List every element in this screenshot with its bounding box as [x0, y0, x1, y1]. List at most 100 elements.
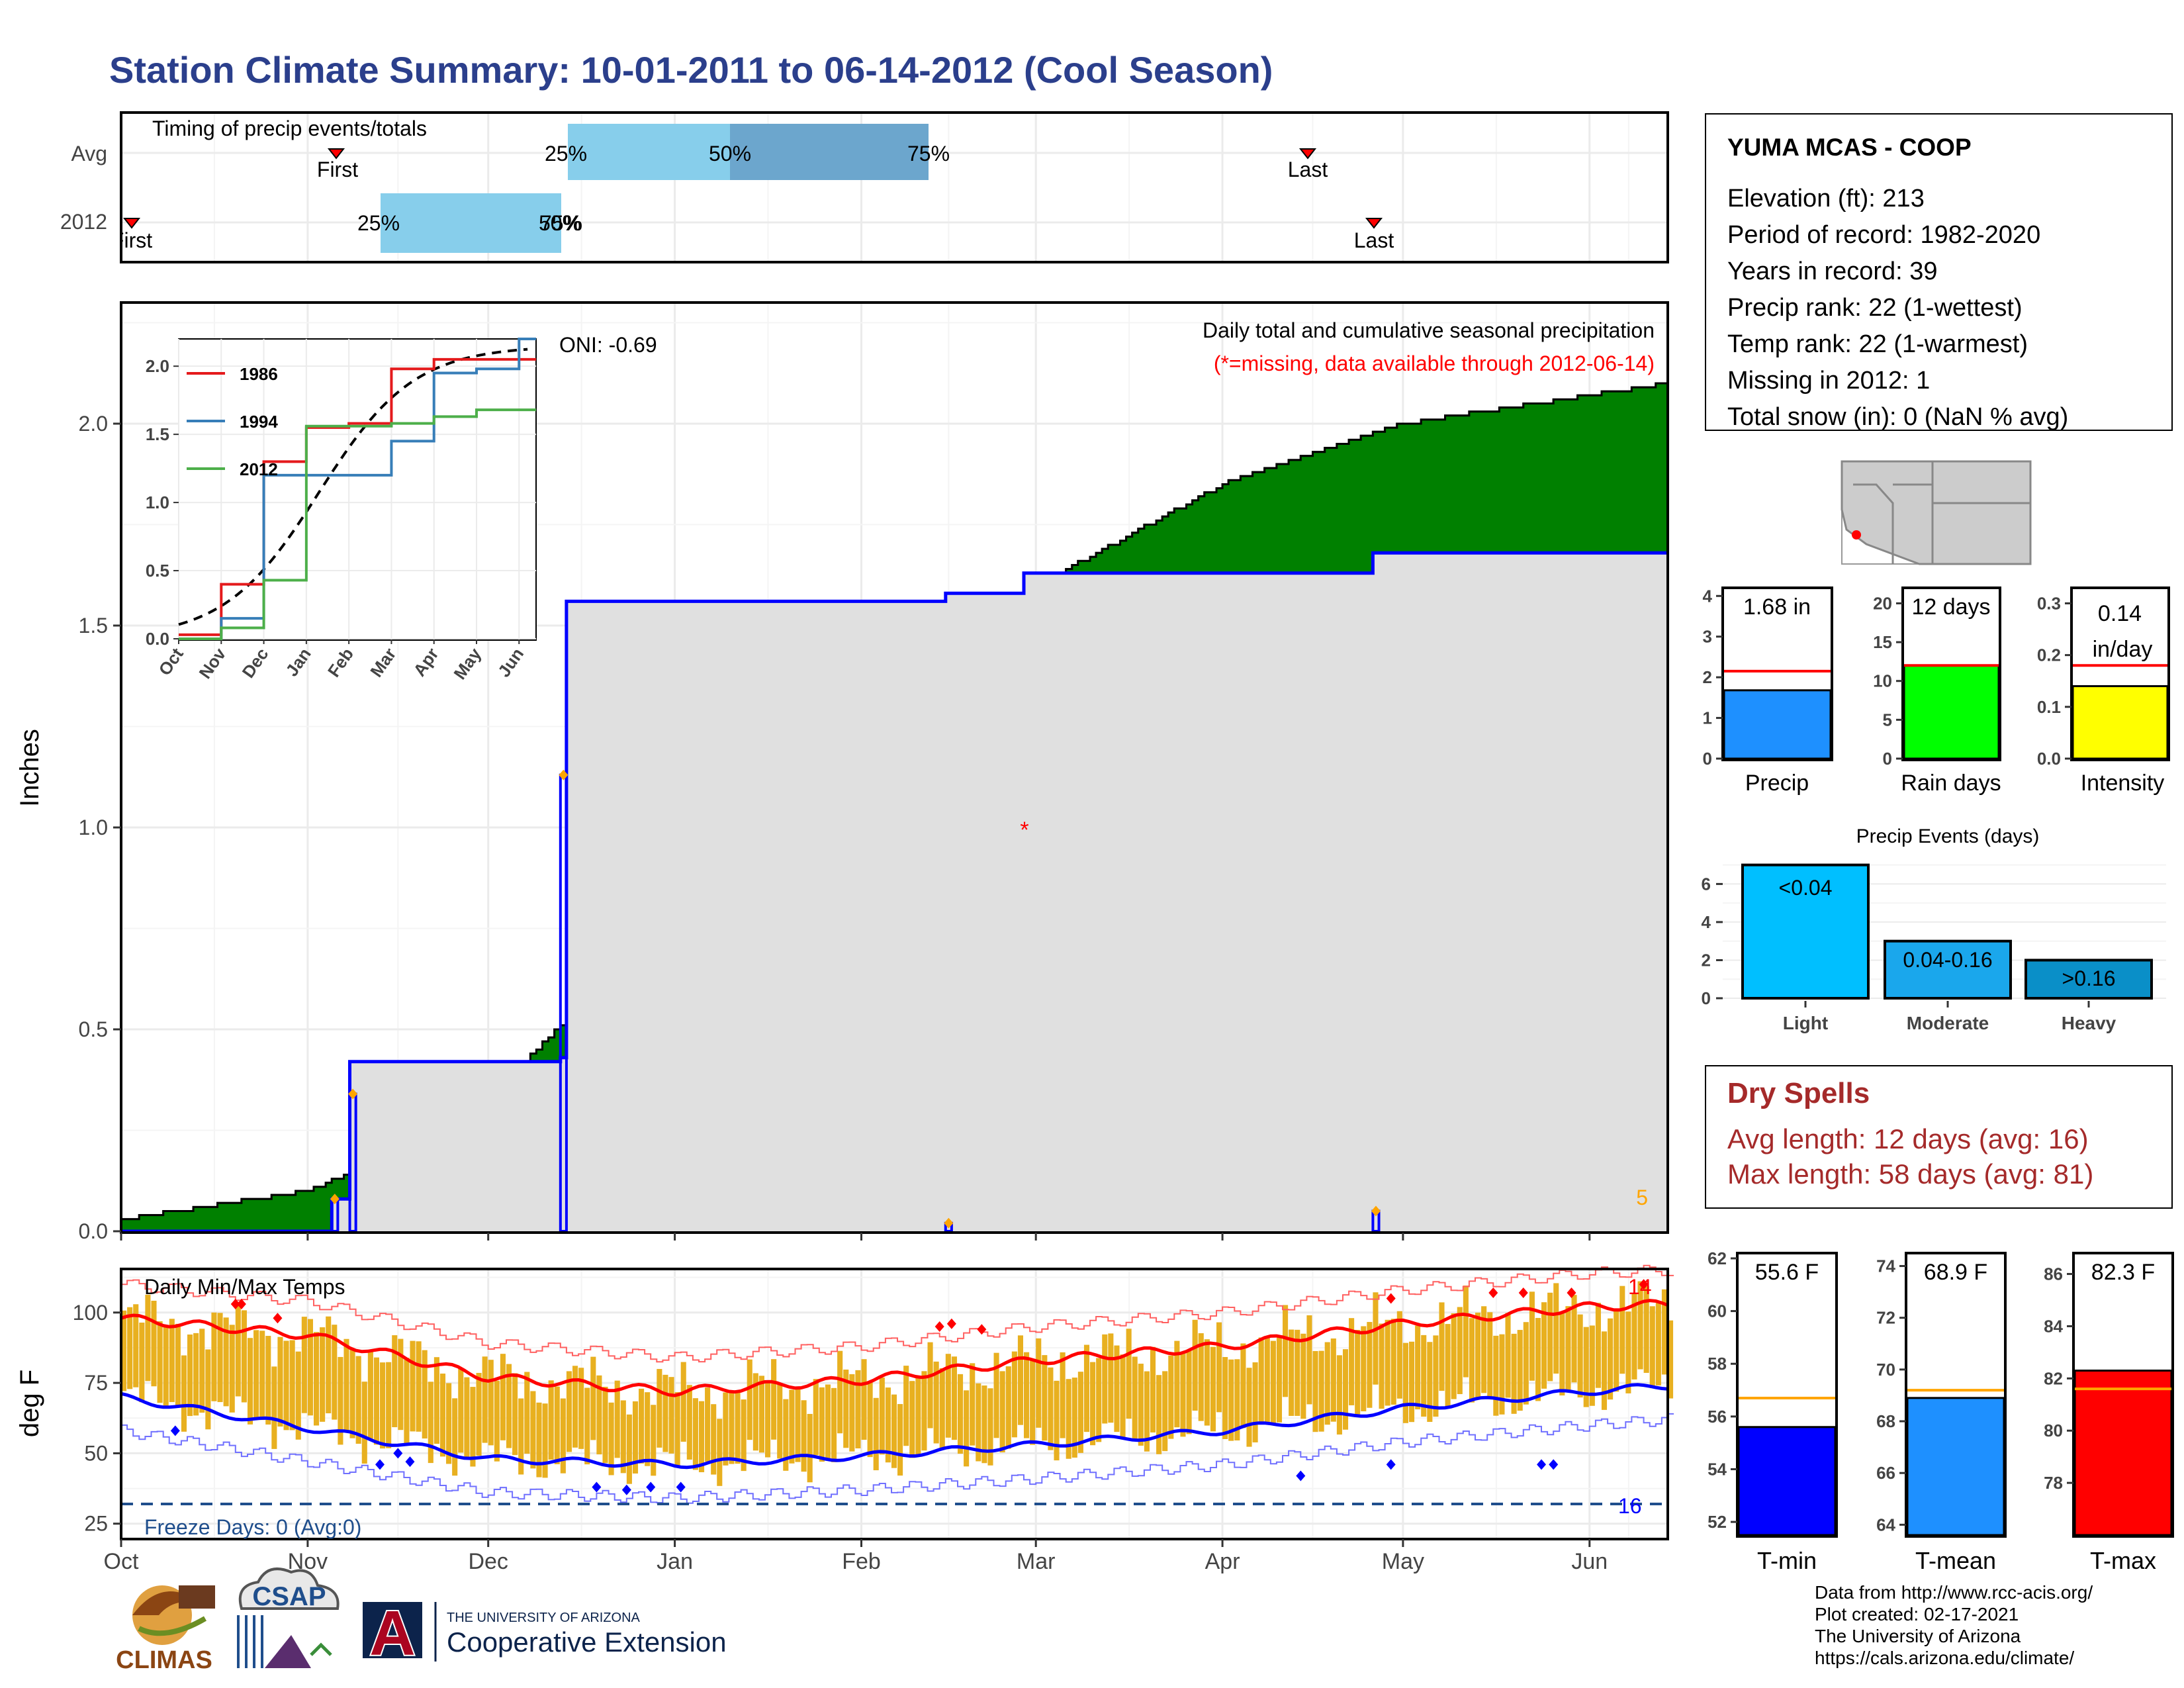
legend-label-1994: 1994	[240, 412, 278, 432]
daily-temp-bar	[151, 1300, 157, 1387]
tmax-axis: 78 80 82 84 86	[2044, 1264, 2073, 1493]
daily-temp-bar	[1668, 1320, 1674, 1399]
timing-title: Timing of precip events/totals	[152, 117, 427, 140]
daily-temp-bar	[1631, 1293, 1637, 1380]
daily-temp-bar	[259, 1331, 265, 1421]
events-title: Precip Events (days)	[1856, 825, 2040, 847]
temp-title: Daily Min/Max Temps	[144, 1275, 345, 1299]
daily-temp-bar	[229, 1325, 235, 1413]
y-tick-label: 70	[1876, 1360, 1895, 1380]
daily-temp-bar	[849, 1374, 855, 1452]
freeze-days-label: Freeze Days: 0 (Avg:0)	[144, 1515, 361, 1539]
daily-temp-bar	[1258, 1337, 1264, 1423]
daily-temp-bar	[987, 1388, 993, 1466]
precip-bar-label: Precip	[1745, 771, 1809, 796]
inset-y-tick-label: 1.5	[146, 424, 169, 444]
daily-temp-bar	[596, 1375, 602, 1455]
y-tick-label: 0.3	[2037, 593, 2061, 613]
events-moderate-label: Moderate	[1907, 1013, 1989, 1033]
daily-temp-bar	[735, 1390, 741, 1464]
daily-temp-bar	[1493, 1335, 1499, 1416]
daily-temp-bar	[1445, 1324, 1451, 1408]
station-info-box: YUMA MCAS - COOP Elevation (ft): 213 Per…	[1705, 113, 2173, 431]
station-temp-rank: Temp rank: 22 (1-warmest)	[1727, 330, 2028, 358]
record-markers	[170, 1279, 1649, 1495]
record-high-marker	[1386, 1293, 1396, 1304]
daily-temp-bar	[825, 1384, 831, 1460]
daily-temp-bar	[680, 1362, 686, 1442]
daily-temp-bar	[964, 1390, 970, 1467]
daily-temp-bar	[1186, 1350, 1192, 1434]
events-moderate-inner: 0.04-0.16	[1903, 948, 1992, 972]
y-tick-label: 0.2	[2037, 645, 2061, 665]
daily-temp-bar	[145, 1294, 151, 1382]
daily-temp-bar	[1505, 1313, 1511, 1398]
tmin-axis: 52 54 56 58 60 62	[1707, 1248, 1737, 1532]
daily-temp-bar	[741, 1399, 747, 1472]
ua-letter: A	[369, 1598, 415, 1669]
y-tick-label: 56	[1707, 1407, 1727, 1427]
daily-temp-bar	[1583, 1327, 1589, 1407]
daily-temp-bar	[674, 1392, 680, 1466]
inset-panel: Oct Nov Dec Jan Feb Mar Apr May Jun0.00.51.01.52…	[146, 338, 537, 683]
daily-temp-bar	[1054, 1380, 1060, 1461]
y-tick-label: 6	[1702, 874, 1711, 894]
daily-temp-bar	[1619, 1286, 1625, 1374]
min-record-count: 16	[1618, 1494, 1642, 1518]
daily-temp-bar	[1228, 1359, 1234, 1441]
daily-temp-bar	[909, 1381, 915, 1458]
record-low-marker	[170, 1425, 180, 1436]
daily-temp-bar	[626, 1414, 632, 1484]
y-tick-label: 82	[2044, 1368, 2063, 1388]
daily-temp-bar	[1318, 1350, 1324, 1432]
ua-small-text: THE UNIVERSITY OF ARIZONA	[447, 1611, 641, 1625]
daily-temp-bar	[217, 1313, 223, 1403]
record-high-marker	[1567, 1288, 1576, 1299]
daily-temp-bar	[295, 1351, 301, 1440]
daily-temp-bar	[723, 1392, 729, 1466]
daily-temp-bar	[1517, 1330, 1523, 1411]
daily-temp-bar	[758, 1376, 764, 1453]
inset-y-tick-label: 1.0	[146, 492, 169, 512]
daily-temp-bar	[1415, 1325, 1421, 1410]
timing-avg-p75: 75%	[907, 142, 950, 165]
temp-ylabel: deg F	[15, 1370, 44, 1437]
daily-temp-bar	[1077, 1372, 1083, 1453]
daily-temp-bar	[1469, 1318, 1475, 1403]
daily-temp-bar	[1005, 1366, 1011, 1449]
daily-precip-marker	[1371, 1205, 1381, 1217]
daily-temp-bar	[1649, 1306, 1655, 1389]
y-tick-label: 3	[1703, 627, 1712, 647]
tmin-label: T-min	[1757, 1547, 1817, 1574]
daily-temp-bar	[1240, 1343, 1246, 1429]
daily-temp-bar	[307, 1319, 313, 1416]
daily-temp-bar	[428, 1382, 433, 1464]
y-tick-label: 0.5	[79, 1017, 108, 1041]
daily-temp-bar	[1342, 1349, 1349, 1430]
daily-temp-bar	[831, 1387, 837, 1462]
raindays-bar-chart: 0 5 10 15 20 12 days Rain days	[1873, 586, 2001, 796]
daily-temp-bar	[1553, 1283, 1559, 1374]
csap-logo: CSAP	[237, 1568, 340, 1668]
daily-temp-bar	[1270, 1340, 1276, 1425]
inset-y-tick-label: 0.0	[146, 629, 169, 649]
timing-avg-bar-lower	[568, 124, 730, 180]
daily-temp-bar	[698, 1401, 705, 1473]
daily-temp-bar	[1577, 1314, 1583, 1398]
daily-temp-bar	[1637, 1281, 1643, 1370]
timing-panel: Timing of precip events/totals Avg 2012 …	[60, 111, 1669, 263]
daily-temp-bar	[602, 1386, 608, 1464]
raindays-bar-axis: 0 5 10 15 20	[1873, 593, 1903, 769]
daily-temp-bar	[452, 1398, 458, 1476]
y-tick-label: 15	[1873, 632, 1892, 652]
y-tick-label: 60	[1707, 1301, 1727, 1321]
daily-temp-bar	[320, 1327, 326, 1422]
missing-marker: *	[1020, 818, 1028, 843]
tmax-label: T-max	[2090, 1547, 2156, 1574]
tmean-bar	[1906, 1397, 2005, 1536]
daily-temp-bar	[518, 1398, 524, 1475]
daily-temp-bar	[439, 1374, 446, 1457]
record-low-marker	[621, 1484, 631, 1495]
daily-temp-bar	[1114, 1345, 1120, 1432]
month-tick-label: May	[1382, 1549, 1424, 1574]
